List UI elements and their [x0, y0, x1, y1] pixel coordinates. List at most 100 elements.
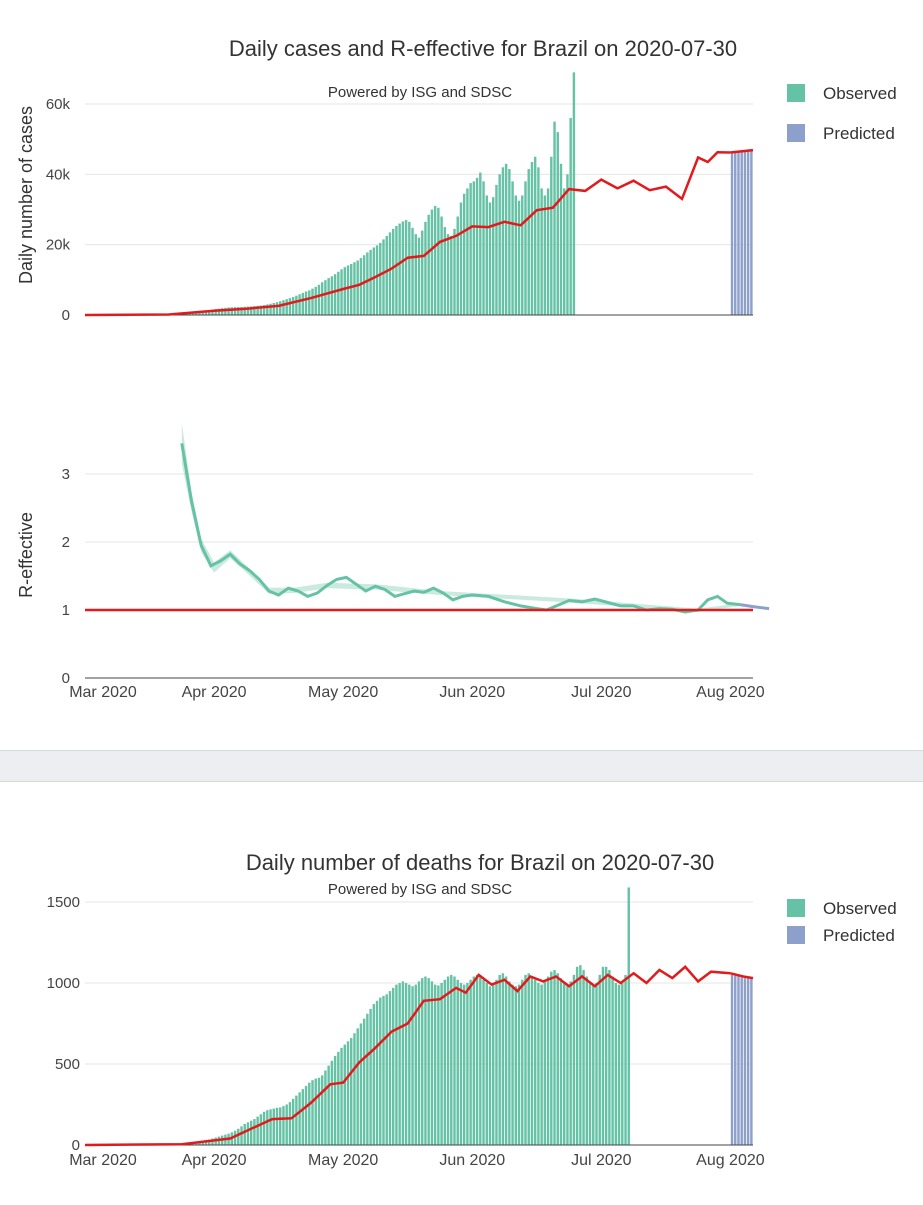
- bar: [515, 195, 517, 315]
- bar: [334, 1056, 336, 1145]
- bar: [618, 985, 620, 1145]
- bar: [524, 975, 526, 1145]
- cases-bars: [85, 72, 753, 315]
- bar: [398, 224, 400, 315]
- bar: [395, 226, 397, 315]
- bar: [340, 1048, 342, 1145]
- bar: [305, 1086, 307, 1145]
- bar: [482, 181, 484, 315]
- y-tick-label: 500: [55, 1056, 80, 1073]
- bar: [256, 1117, 258, 1145]
- bar: [321, 1075, 323, 1145]
- bar: [356, 1028, 358, 1145]
- bar: [337, 1052, 339, 1145]
- bar: [621, 983, 623, 1145]
- bar: [498, 174, 500, 315]
- bar: [576, 967, 578, 1145]
- bar: [321, 282, 323, 315]
- y-tick-label: 40k: [46, 166, 71, 183]
- bar: [747, 150, 749, 315]
- bar: [411, 986, 413, 1145]
- bar: [586, 977, 588, 1145]
- bar: [495, 980, 497, 1145]
- bar: [624, 975, 626, 1145]
- cases-reff-panel: Daily cases and R-effective for Brazil o…: [0, 0, 923, 750]
- bar: [450, 975, 452, 1145]
- bar: [360, 258, 362, 315]
- deaths-bars: [85, 887, 753, 1145]
- bar: [395, 985, 397, 1145]
- bar: [289, 298, 291, 315]
- bar: [366, 252, 368, 315]
- bar: [250, 1121, 252, 1145]
- bar: [479, 977, 481, 1145]
- bar: [550, 972, 552, 1145]
- bar: [518, 201, 520, 315]
- bar: [447, 234, 449, 315]
- legend-predicted-swatch[interactable]: [787, 124, 805, 142]
- legend-predicted-label[interactable]: Predicted: [823, 926, 895, 945]
- bar: [292, 297, 294, 315]
- bar: [266, 1110, 268, 1145]
- legend-observed-label[interactable]: Observed: [823, 899, 897, 918]
- bar: [595, 983, 597, 1145]
- bar: [379, 243, 381, 315]
- bar: [599, 975, 601, 1145]
- bar: [611, 977, 613, 1145]
- legend-observed-swatch[interactable]: [787, 84, 805, 102]
- legend-predicted-label[interactable]: Predicted: [823, 124, 895, 143]
- bar: [602, 967, 604, 1145]
- bar: [295, 296, 297, 315]
- y-tick-label: 20k: [46, 237, 71, 254]
- bar: [557, 132, 559, 315]
- bar: [521, 980, 523, 1145]
- cases-reff-chart: Daily cases and R-effective for Brazil o…: [0, 0, 923, 750]
- bar: [508, 169, 510, 315]
- bar: [386, 994, 388, 1145]
- bar: [505, 164, 507, 315]
- legend-predicted-swatch[interactable]: [787, 926, 805, 944]
- x-tick-label: Jul 2020: [571, 684, 632, 701]
- bar: [476, 975, 478, 1145]
- bar: [366, 1014, 368, 1145]
- bar: [608, 970, 610, 1145]
- bar: [334, 274, 336, 315]
- bar: [302, 1089, 304, 1145]
- bar: [498, 975, 500, 1145]
- bar: [531, 977, 533, 1145]
- bar: [563, 188, 565, 315]
- y-tick-label: 3: [62, 466, 70, 483]
- bar: [469, 183, 471, 315]
- cases-chart-subtitle: Powered by ISG and SDSC: [328, 84, 512, 101]
- bar: [460, 202, 462, 315]
- bar: [431, 981, 433, 1145]
- bar: [463, 194, 465, 315]
- bar: [502, 167, 504, 315]
- legend-observed-label[interactable]: Observed: [823, 84, 897, 103]
- bar: [279, 301, 281, 315]
- bar: [440, 217, 442, 315]
- deaths-panel: Daily number of deaths for Brazil on 202…: [0, 782, 923, 1200]
- bar: [450, 236, 452, 315]
- bar: [427, 215, 429, 315]
- bar: [376, 245, 378, 315]
- bar: [302, 293, 304, 315]
- bar: [350, 1038, 352, 1145]
- bar: [405, 983, 407, 1145]
- legend-observed-swatch[interactable]: [787, 899, 805, 917]
- bar: [553, 122, 555, 315]
- y-tick-label: 1: [62, 602, 70, 619]
- bar: [453, 229, 455, 315]
- bar: [563, 983, 565, 1145]
- bar: [524, 181, 526, 315]
- bar: [331, 276, 333, 315]
- x-tick-label: Jul 2020: [571, 1152, 632, 1169]
- bar: [408, 985, 410, 1145]
- bar: [482, 980, 484, 1145]
- bar: [240, 1126, 242, 1145]
- bar: [569, 118, 571, 315]
- bar: [327, 1066, 329, 1145]
- bar: [347, 265, 349, 315]
- bar: [369, 1009, 371, 1145]
- bar: [476, 178, 478, 315]
